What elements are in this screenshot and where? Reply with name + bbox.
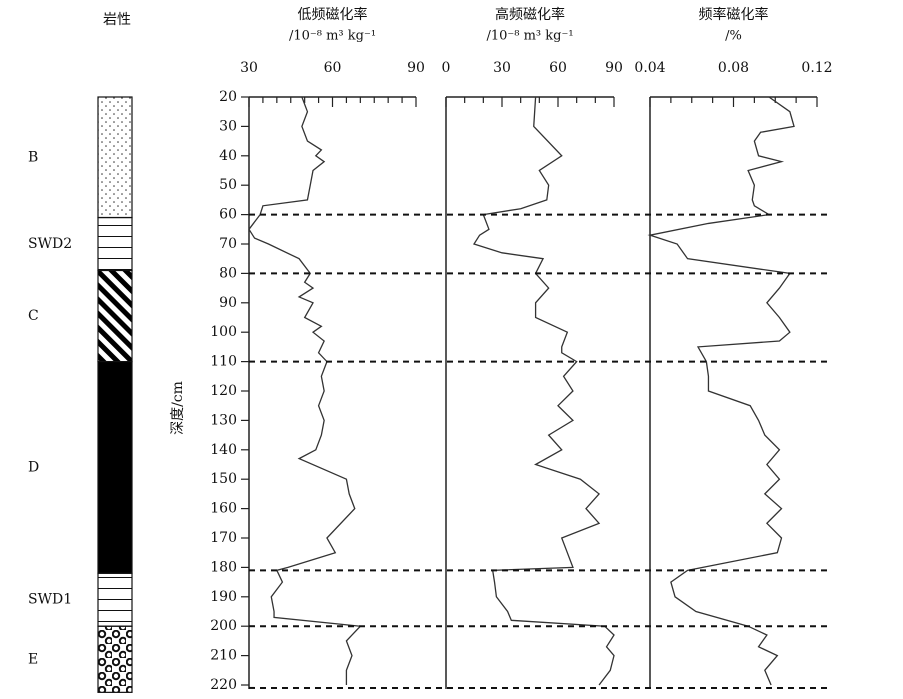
y-tick-label: 210 — [210, 648, 237, 664]
lithology-unit — [97, 216, 133, 272]
panel-title: 频率磁化率 — [699, 6, 769, 23]
y-tick-label: 50 — [219, 177, 237, 193]
y-tick-label: 100 — [210, 324, 237, 340]
y-tick-label: 110 — [210, 354, 237, 370]
y-tick-label: 150 — [210, 471, 237, 487]
lithology-label: C — [28, 308, 39, 324]
x-tick-label: 90 — [407, 60, 425, 76]
x-tick-label: 0 — [442, 60, 451, 76]
y-tick-label: 20 — [219, 89, 237, 105]
y-axis-label: 深度/cm — [170, 381, 186, 435]
lithology-unit — [97, 361, 133, 574]
profile-line — [248, 96, 362, 685]
y-tick-label: 70 — [219, 236, 237, 252]
y-tick-label: 90 — [219, 295, 237, 311]
lithology-label: SWD2 — [28, 236, 72, 252]
x-tick-label: 30 — [240, 60, 258, 76]
lithology-unit — [97, 96, 133, 219]
x-tick-label: 0.08 — [718, 60, 749, 76]
panel-title: 高频磁化率 — [495, 6, 565, 23]
panel-units: /% — [725, 29, 742, 44]
lithology-unit — [97, 269, 133, 363]
lithology-unit — [97, 572, 133, 627]
y-tick-label: 80 — [219, 265, 237, 281]
panel-title: 低频磁化率 — [298, 6, 368, 23]
panel-units: /10⁻⁸ m³ kg⁻¹ — [486, 29, 573, 44]
x-tick-label: 60 — [549, 60, 567, 76]
lithology-label: SWD1 — [28, 592, 72, 608]
lithology-title: 岩性 — [103, 12, 131, 28]
lithology-label: B — [28, 149, 38, 165]
y-tick-label: 180 — [210, 559, 237, 575]
lithology-label: D — [28, 459, 39, 475]
profile-line — [647, 96, 795, 686]
x-tick-label: 60 — [324, 60, 342, 76]
y-tick-label: 130 — [210, 412, 237, 428]
lithology-unit — [97, 625, 133, 693]
profile-line — [472, 96, 615, 686]
y-tick-label: 220 — [210, 677, 237, 693]
y-tick-label: 190 — [210, 589, 237, 605]
y-tick-label: 40 — [219, 148, 237, 164]
x-tick-label: 90 — [605, 60, 623, 76]
x-tick-label: 0.04 — [634, 60, 665, 76]
y-tick-label: 170 — [210, 530, 237, 546]
panel-units: /10⁻⁸ m³ kg⁻¹ — [289, 29, 376, 44]
y-tick-label: 160 — [210, 501, 237, 517]
x-tick-label: 30 — [493, 60, 511, 76]
x-tick-label: 0.12 — [801, 60, 832, 76]
lithology-label: E — [28, 651, 38, 667]
y-tick-label: 120 — [210, 383, 237, 399]
y-tick-label: 200 — [210, 618, 237, 634]
y-tick-label: 140 — [210, 442, 237, 458]
y-tick-label: 60 — [219, 207, 237, 223]
y-tick-label: 30 — [219, 118, 237, 134]
